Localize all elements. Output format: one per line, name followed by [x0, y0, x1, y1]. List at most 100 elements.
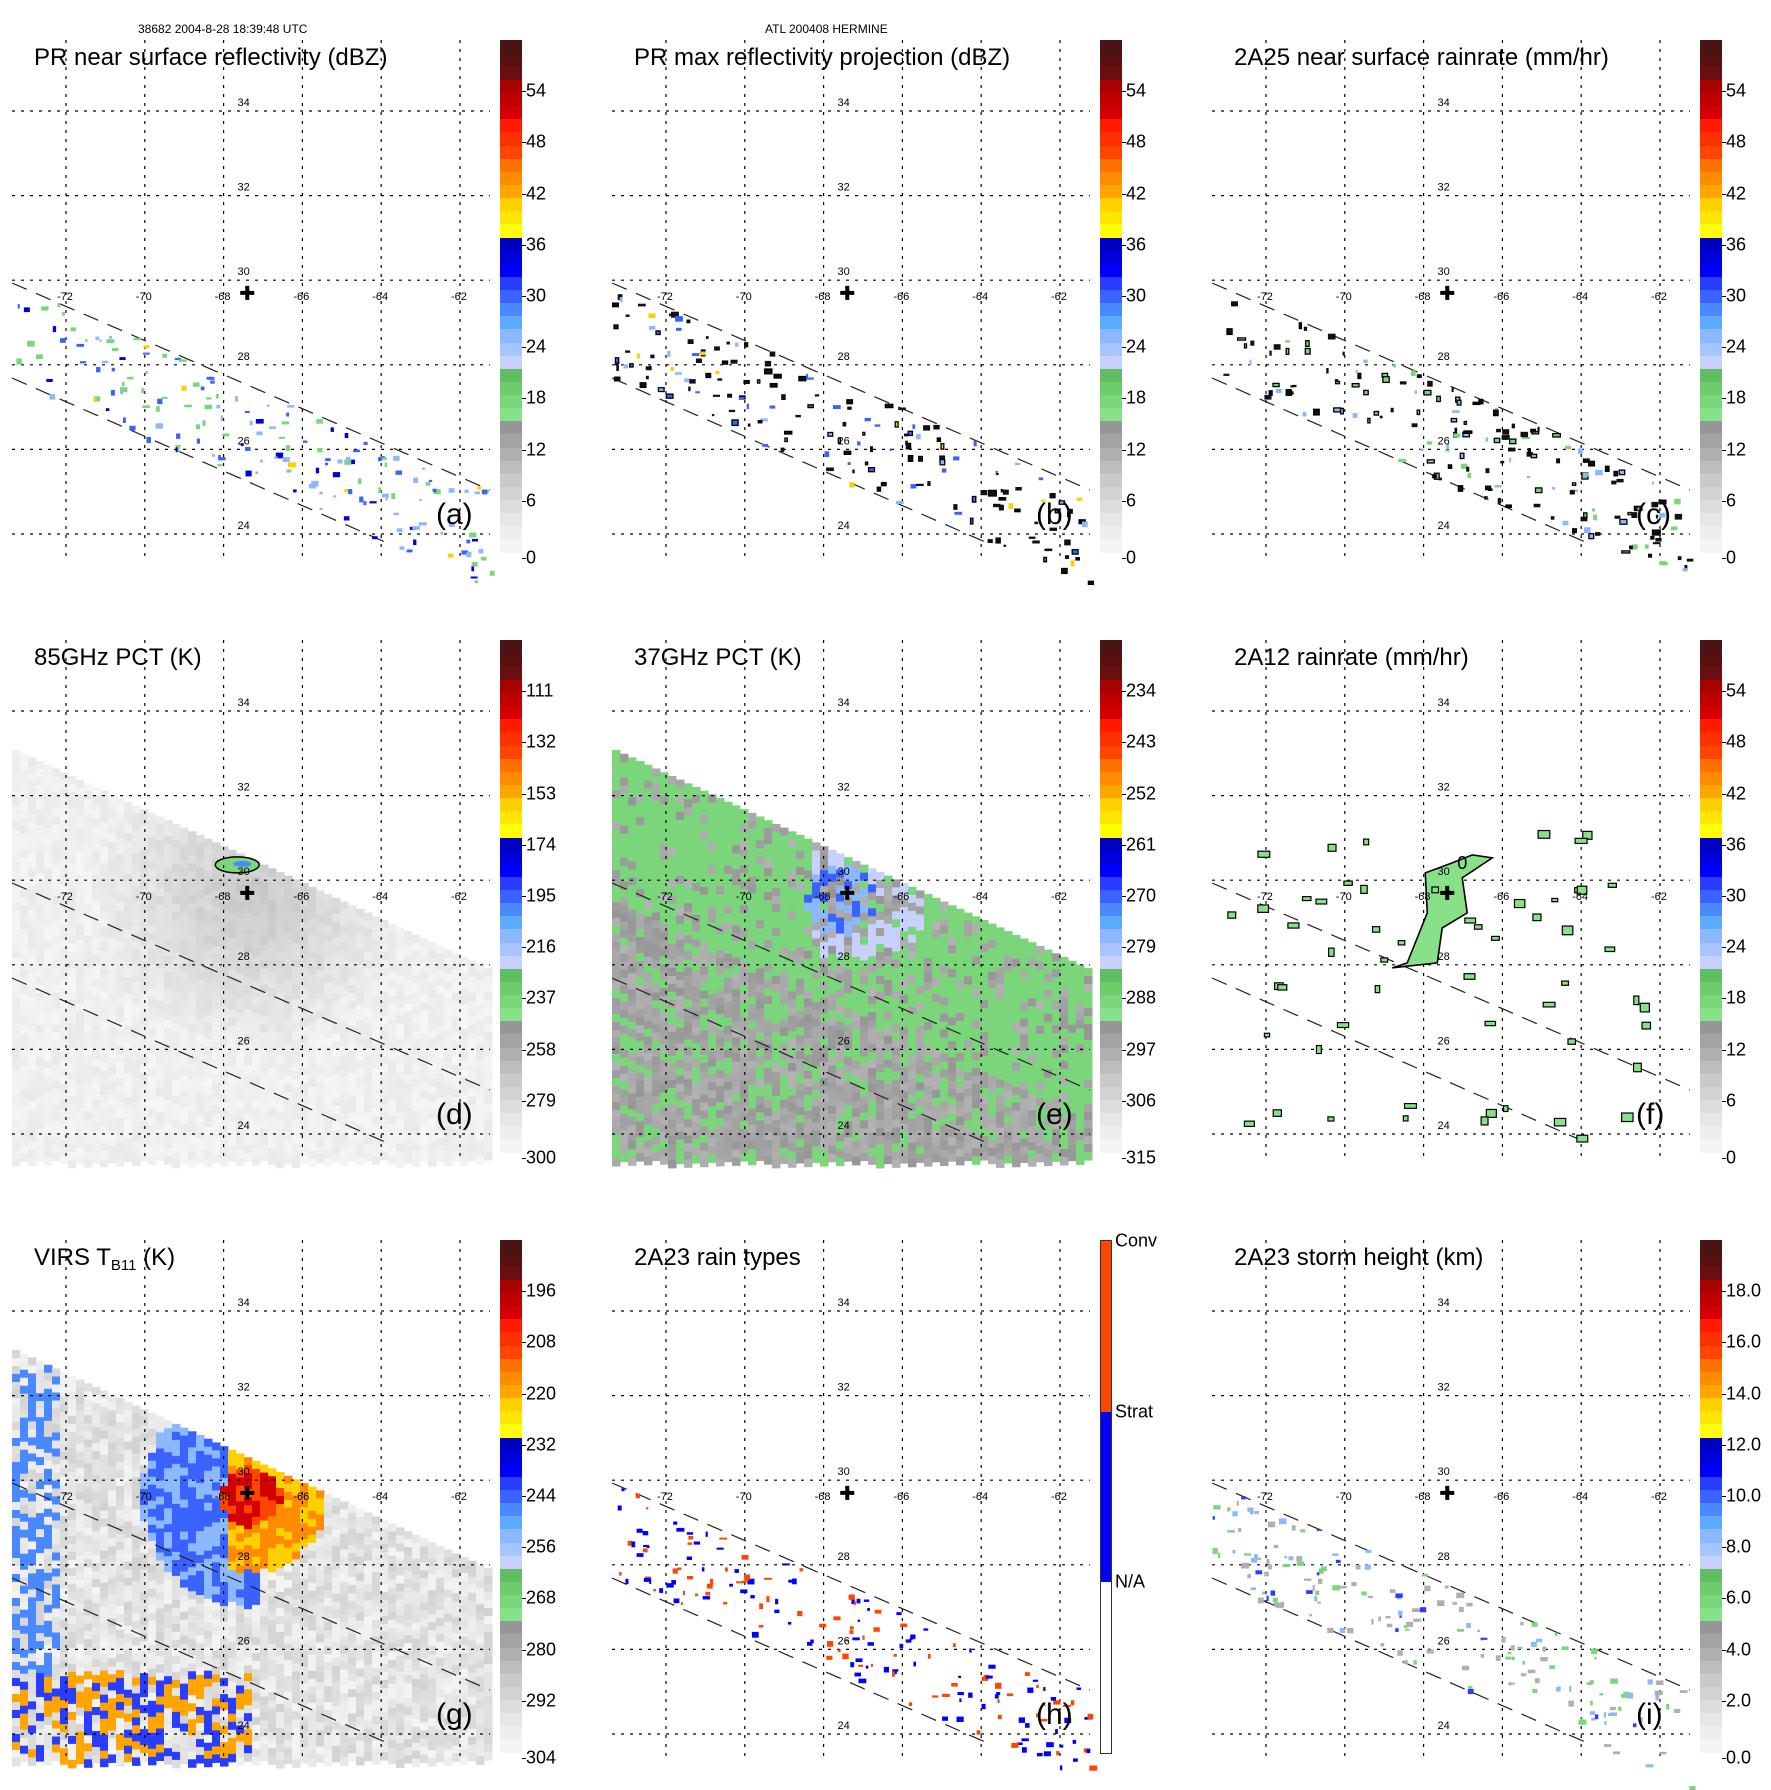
- colorbar-segment: [1700, 1621, 1722, 1635]
- colorbar-segment: [1700, 1411, 1722, 1425]
- colorbar-tick-label: 24: [1126, 337, 1146, 358]
- colorbar-tick-mark: [522, 142, 526, 143]
- storm-center-cross-icon: [1440, 1486, 1454, 1500]
- colorbar-segment: [1100, 40, 1122, 54]
- colorbar-tick-label: 315: [1126, 1148, 1156, 1169]
- colorbar-segment: [500, 93, 522, 107]
- colorbar-tick-mark: [1122, 558, 1126, 559]
- panel-title-text: 2A23 rain types: [634, 1244, 801, 1271]
- latitude-label: 26: [837, 1035, 849, 1047]
- colorbar-segment: [1700, 863, 1722, 877]
- colorbar-segment: [1700, 408, 1722, 422]
- colorbar-segment: [1100, 929, 1122, 943]
- colorbar-segment: [1100, 798, 1122, 812]
- panel-title-text: 2A12 rainrate (mm/hr): [1234, 644, 1469, 671]
- colorbar-segment: [1700, 679, 1722, 693]
- colorbar-segment: [1100, 771, 1122, 785]
- longitude-label: -62: [1651, 1491, 1667, 1503]
- colorbar-segment: [1700, 929, 1722, 943]
- colorbar-segment: [500, 1489, 522, 1503]
- colorbar-segment: [500, 1073, 522, 1087]
- colorbar-segment: [1700, 1581, 1722, 1595]
- colorbar-tick-label: 220: [526, 1383, 556, 1404]
- colorbar-segment: [500, 706, 522, 720]
- colorbar-segment: [500, 263, 522, 277]
- colorbar-segment: [1700, 1240, 1722, 1254]
- panel-title: 85GHz PCT (K): [34, 644, 202, 672]
- longitude-label: -68: [815, 291, 831, 303]
- pr-swath-edges: [12, 283, 490, 545]
- longitude-label: -72: [57, 891, 73, 903]
- colorbar-segment: [1100, 473, 1122, 487]
- longitude-label: -70: [736, 891, 752, 903]
- longitude-label: -68: [215, 1491, 231, 1503]
- colorbar-segment: [1700, 237, 1722, 251]
- colorbar-segment: [1700, 486, 1722, 500]
- colorbar-segment: [500, 486, 522, 500]
- colorbar-tick-mark: [1722, 347, 1726, 348]
- panel-letter: (i): [1636, 1698, 1663, 1732]
- colorbar-tick-label: 24: [526, 337, 546, 358]
- colorbar-tick-label: 306: [1126, 1090, 1156, 1111]
- colorbar-tick-mark: [522, 691, 526, 692]
- latitude-label: 24: [1437, 1120, 1449, 1132]
- colorbar-segment: [500, 1450, 522, 1464]
- longitude-label: -66: [1493, 891, 1509, 903]
- latitude-label: 30: [1437, 1466, 1449, 1478]
- colorbar-segment: [1100, 526, 1122, 540]
- latitude-label: 26: [1437, 435, 1449, 447]
- colorbar-segment: [500, 539, 522, 553]
- longitude-label: -70: [1336, 891, 1352, 903]
- colorbar-tick-label: 54: [1126, 81, 1146, 102]
- colorbar-segment: [1700, 289, 1722, 303]
- colorbar-segment: [1100, 1139, 1122, 1153]
- colorbar-tick-label: 16.0: [1726, 1332, 1761, 1353]
- precip-cells: [618, 1488, 1097, 1771]
- colorbar-segment: [1100, 79, 1122, 93]
- colorbar-segment: [500, 863, 522, 877]
- colorbar-tick-mark: [1122, 398, 1126, 399]
- colorbar-tick-label: 24: [1726, 337, 1746, 358]
- longitude-label: -66: [1493, 1491, 1509, 1503]
- colorbar-label: N/A: [1115, 1572, 1145, 1593]
- latitude-label: 34: [837, 1297, 849, 1309]
- colorbar-segment: [1700, 1021, 1722, 1035]
- longitude-label: -66: [1493, 291, 1509, 303]
- colorbar-tick-mark: [522, 398, 526, 399]
- colorbar-tick-label: 0: [1726, 548, 1736, 569]
- colorbar-segment: [500, 447, 522, 461]
- latitude-label: 32: [1437, 1382, 1449, 1394]
- colorbar-segment: [1700, 942, 1722, 956]
- colorbar-segment: [1100, 719, 1122, 733]
- colorbar-segment: [1100, 513, 1122, 527]
- colorbar-tick-label: 304: [526, 1748, 556, 1769]
- colorbar-tick-label: 48: [1126, 132, 1146, 153]
- colorbar-segment: [1100, 198, 1122, 212]
- colorbar-segment: [500, 653, 522, 667]
- colorbar-tick-mark: [1122, 194, 1126, 195]
- colorbar-tick-label: 279: [526, 1090, 556, 1111]
- colorbar-segment: [500, 1739, 522, 1753]
- latitude-label: 24: [837, 1120, 849, 1132]
- colorbar-tick-label: 258: [526, 1039, 556, 1060]
- colorbar-segment: [1700, 1398, 1722, 1412]
- colorbar-segment: [1100, 994, 1122, 1008]
- colorbar-tick-label: 18: [1726, 988, 1746, 1009]
- colorbar-tick-mark: [1122, 245, 1126, 246]
- colorbar-tick-mark: [522, 347, 526, 348]
- colorbar-tick-mark: [522, 998, 526, 999]
- colorbar-segment: [1700, 1726, 1722, 1740]
- latitude-label: 32: [1437, 782, 1449, 794]
- colorbar-segment: [500, 719, 522, 733]
- colorbar-segment: [500, 1411, 522, 1425]
- colorbar-tick-mark: [1722, 245, 1726, 246]
- colorbar-segment: [500, 1332, 522, 1346]
- colorbar-segment: [500, 145, 522, 159]
- longitude-label: -68: [215, 291, 231, 303]
- colorbar-tick-label: 6: [1126, 490, 1136, 511]
- longitude-label: -72: [657, 891, 673, 903]
- colorbar-segment: [500, 184, 522, 198]
- colorbar-segment: [1700, 79, 1722, 93]
- colorbar-segment: [1700, 706, 1722, 720]
